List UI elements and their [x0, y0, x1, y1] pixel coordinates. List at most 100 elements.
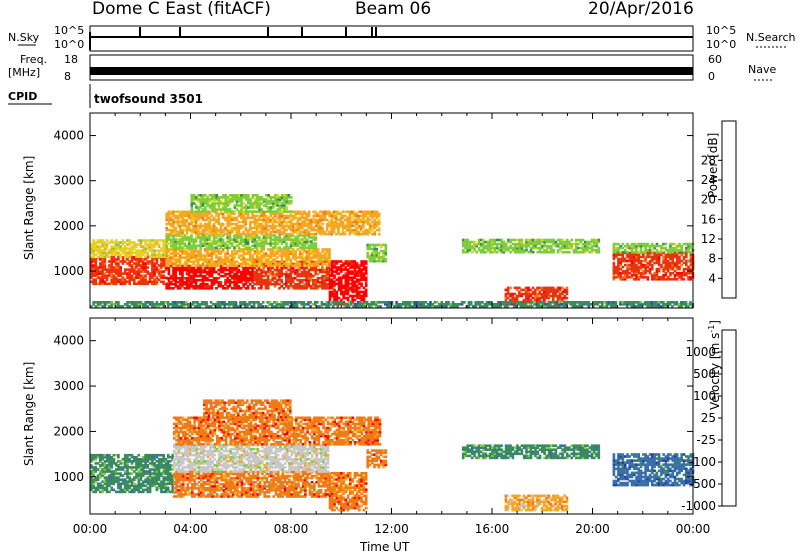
- data-cell: [296, 268, 299, 272]
- data-cell: [228, 200, 232, 203]
- nave-tick-top: 60: [708, 53, 722, 66]
- data-cell: [572, 242, 576, 246]
- data-cell: [246, 252, 250, 255]
- data-cell: [673, 276, 677, 279]
- data-cell: [307, 220, 311, 224]
- data-cell: [201, 256, 205, 259]
- data-cell: [531, 290, 535, 294]
- data-cell: [167, 220, 171, 224]
- data-cell: [289, 242, 293, 245]
- data-cell: [321, 230, 324, 234]
- data-cell: [653, 253, 656, 257]
- data-cell: [153, 241, 156, 244]
- data-cell: [357, 232, 361, 236]
- data-cell: [325, 218, 329, 222]
- data-cell: [162, 245, 165, 248]
- data-cell: [271, 200, 275, 203]
- data-cell: [637, 276, 641, 279]
- data-cell: [337, 296, 341, 300]
- data-cell: [231, 268, 234, 272]
- data-cell: [651, 248, 654, 252]
- data-cell: [258, 218, 261, 222]
- data-cell: [355, 284, 359, 288]
- data-cell: [588, 240, 592, 244]
- data-cell: [174, 216, 177, 220]
- data-cell: [675, 250, 679, 254]
- data-cell: [538, 286, 542, 290]
- data-cell: [689, 250, 693, 254]
- data-cell: [669, 253, 672, 257]
- data-cell: [504, 298, 508, 302]
- data-cell: [267, 258, 270, 261]
- data-cell: [167, 234, 171, 237]
- data-cell: [319, 258, 322, 261]
- data-cell: [135, 303, 138, 306]
- data-cell: [178, 262, 182, 265]
- data-cell: [371, 220, 374, 224]
- data-cell: [267, 224, 270, 228]
- data-cell: [379, 301, 382, 304]
- data-cell: [292, 234, 295, 237]
- data-cell: [137, 258, 141, 261]
- data-cell: [192, 268, 196, 272]
- data-cell: [377, 251, 381, 255]
- data-cell: [547, 294, 551, 298]
- data-cell: [648, 251, 652, 255]
- data-cell: [344, 262, 348, 265]
- data-cell: [547, 296, 551, 300]
- data-cell: [262, 200, 266, 203]
- data-cell: [135, 262, 138, 265]
- data-cell: [273, 305, 276, 308]
- data-cell: [524, 296, 528, 300]
- data-cell: [221, 268, 225, 272]
- data-cell: [133, 301, 136, 304]
- data-cell: [527, 238, 530, 242]
- data-cell: [201, 280, 205, 284]
- data-cell: [312, 254, 315, 257]
- data-cell: [337, 218, 340, 222]
- data-cell: [199, 250, 202, 253]
- data-cell: [666, 265, 670, 269]
- data-cell: [117, 247, 120, 250]
- data-cell: [350, 224, 354, 228]
- data-cell: [301, 248, 304, 251]
- data-cell: [162, 251, 165, 254]
- data-cell: [283, 228, 286, 232]
- data-cell: [151, 276, 154, 279]
- data-cell: [246, 230, 250, 234]
- data-cell: [312, 216, 315, 220]
- data-cell: [260, 218, 263, 222]
- data-cell: [296, 228, 300, 232]
- data-cell: [169, 274, 173, 278]
- data-cell: [666, 267, 670, 271]
- data-cell: [319, 228, 322, 232]
- data-cell: [240, 216, 243, 220]
- data-cell: [559, 248, 562, 252]
- data-cell: [224, 226, 227, 230]
- data-cell: [310, 246, 313, 249]
- data-cell: [479, 238, 483, 242]
- data-cell: [689, 278, 693, 281]
- data-cell: [206, 212, 209, 216]
- data-cell: [466, 244, 469, 248]
- data-cell: [466, 246, 469, 250]
- data-cell: [180, 305, 183, 308]
- data-cell: [151, 266, 154, 269]
- data-cell: [362, 210, 365, 214]
- data-cell: [165, 218, 168, 222]
- data-cell: [210, 285, 214, 288]
- data-cell: [160, 276, 163, 279]
- data-cell: [669, 250, 672, 254]
- data-cell: [172, 242, 175, 245]
- data-cell: [366, 243, 369, 247]
- data-cell: [233, 280, 236, 284]
- data-cell: [657, 244, 661, 248]
- data-cell: [635, 271, 638, 275]
- data-cell: [206, 216, 209, 220]
- data-cell: [253, 244, 257, 247]
- data-cell: [628, 267, 631, 271]
- data-cell: [242, 210, 246, 213]
- data-cell: [165, 232, 168, 236]
- data-cell: [339, 224, 343, 228]
- data-cell: [225, 303, 229, 306]
